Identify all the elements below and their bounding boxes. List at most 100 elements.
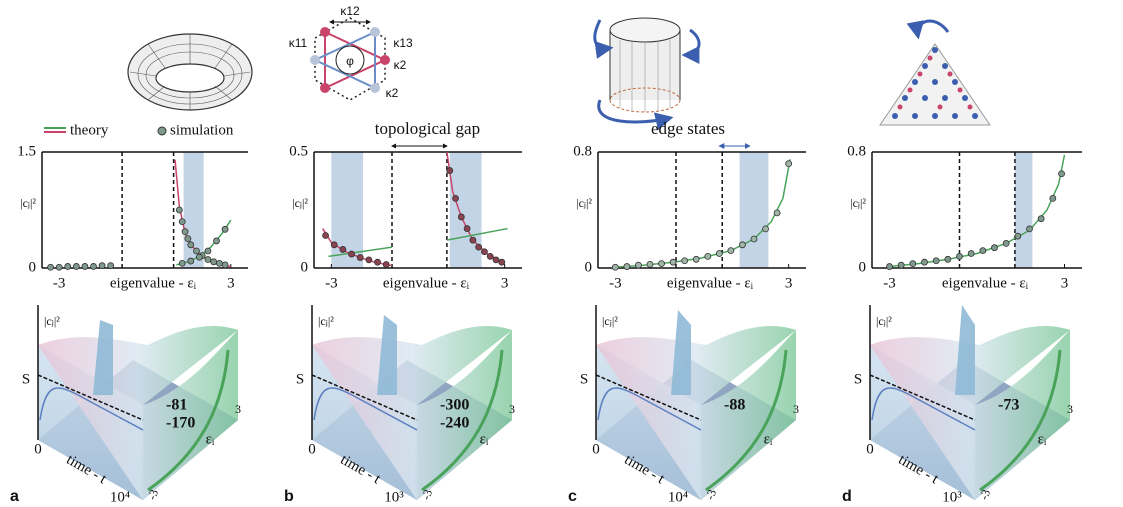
- time-tick: 0: [866, 441, 874, 457]
- simulation-point: [322, 232, 329, 239]
- legend-label: simulation: [170, 122, 234, 138]
- dashed-line: [869, 374, 976, 421]
- simulation-point: [727, 247, 735, 255]
- rate-label: -300: [440, 397, 469, 414]
- simulation-point: [187, 257, 195, 265]
- simulation-point: [1026, 225, 1033, 233]
- peak: [955, 305, 975, 395]
- simulation-point: [210, 258, 218, 266]
- simulation-point: [184, 235, 192, 243]
- simulation-point: [339, 246, 347, 253]
- annotation: topological gap: [375, 119, 480, 138]
- theory-line: [889, 154, 1066, 268]
- edge-curve: [705, 349, 788, 492]
- highlight-band: [449, 152, 482, 268]
- y-axis-label: |cⱼ|²: [576, 196, 592, 210]
- energy-tick: 3: [509, 402, 515, 416]
- panel-label: a: [10, 488, 19, 505]
- simulation-point: [1014, 232, 1022, 240]
- simulation-point: [47, 263, 54, 271]
- simulation-point: [175, 206, 183, 214]
- simulation-point: [492, 256, 500, 264]
- x-axis-label: eigenvalue - εᵢ: [110, 275, 197, 291]
- highlight-band: [1014, 152, 1033, 268]
- simulation-point: [181, 228, 189, 236]
- x-tick-label: -3: [53, 275, 66, 291]
- dashed-line: [311, 374, 418, 421]
- simulation-point: [1002, 239, 1010, 247]
- hexagon-diagram: [310, 17, 390, 101]
- diagram-label: κ2: [386, 86, 399, 100]
- time-tick: 10³: [384, 489, 404, 505]
- z-axis-label: |cⱼ|²: [876, 314, 892, 328]
- simulation-point: [382, 261, 390, 268]
- simulation-point: [692, 255, 700, 263]
- energy-tick: 3: [793, 402, 799, 416]
- theory-line: [446, 227, 508, 241]
- simulation-point: [193, 247, 200, 255]
- z-axis-label: |cⱼ|²: [602, 314, 618, 328]
- simulation-point: [979, 247, 987, 255]
- rate-label: -240: [440, 415, 469, 432]
- simulation-point: [107, 262, 115, 270]
- legend-swatch: [157, 126, 167, 136]
- wall-curve: [597, 387, 702, 431]
- diagram-label: κ2: [394, 58, 407, 72]
- y-tick-label: 0: [301, 259, 309, 275]
- simulation-point: [739, 241, 746, 249]
- legend: theory simulation: [44, 122, 234, 138]
- dashed-line: [595, 374, 702, 421]
- energy-label: εᵢ: [480, 431, 489, 447]
- simulation-point: [204, 247, 212, 255]
- simulation-point: [886, 263, 893, 270]
- level-label: S: [854, 371, 862, 387]
- diagram-label: κ13: [393, 36, 413, 50]
- simulation-point: [365, 256, 373, 264]
- y-axis-label: |cⱼ|²: [850, 196, 866, 210]
- simulation-point: [773, 209, 781, 217]
- simulation-point: [750, 235, 758, 243]
- simulation-point: [646, 260, 654, 268]
- simulation-point: [90, 263, 97, 270]
- simulation-point: [611, 263, 619, 271]
- x-tick-label: 3: [785, 275, 793, 291]
- simulation-point: [715, 250, 723, 257]
- energy-label: εᵢ: [206, 431, 215, 447]
- highlight-band: [331, 152, 364, 268]
- simulation-point: [72, 263, 80, 270]
- simulation-point: [475, 243, 483, 251]
- panel-label: b: [284, 488, 294, 505]
- simulation-point: [348, 250, 355, 258]
- simulation-point: [623, 263, 631, 270]
- wall-curve: [39, 387, 144, 431]
- time-tick: 10⁴: [110, 489, 130, 505]
- y-tick-label: 0.8: [573, 143, 592, 159]
- energy-tick: -3: [703, 487, 720, 501]
- rate-label: -88: [724, 397, 745, 414]
- simulation-point: [81, 263, 89, 270]
- level-label: S: [296, 371, 304, 387]
- surface: [312, 325, 512, 500]
- dashed-line: [37, 374, 144, 421]
- simulation-point: [215, 259, 223, 267]
- simulation-point: [213, 237, 220, 245]
- x-tick-label: -3: [325, 275, 338, 291]
- chart: 0 0.8 -3 3 eigenvalue - εᵢ |cⱼ|²: [847, 143, 1082, 291]
- time-tick: 10³: [942, 489, 962, 505]
- simulation-point: [221, 261, 229, 269]
- x-tick-label: 3: [1061, 275, 1069, 291]
- simulation-point: [452, 194, 459, 202]
- diagram-label: κ12: [340, 4, 360, 18]
- simulation-point: [921, 258, 928, 266]
- simulation-point: [204, 256, 212, 263]
- time-tick: 0: [592, 441, 600, 457]
- simulation-point: [944, 255, 952, 263]
- y-tick-label: 0: [585, 259, 593, 275]
- simulation-point: [486, 252, 494, 260]
- energy-tick: -3: [145, 487, 162, 501]
- simulation-point: [98, 262, 106, 270]
- y-axis-label: |cⱼ|²: [292, 196, 308, 210]
- simulation-point: [762, 225, 769, 233]
- surface: [38, 325, 238, 500]
